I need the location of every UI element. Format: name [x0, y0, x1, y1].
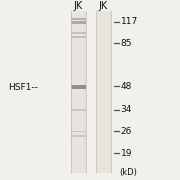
Bar: [71, 21, 86, 24]
Text: 85: 85: [121, 39, 132, 48]
Bar: [71, 11, 86, 173]
Text: (kD): (kD): [119, 168, 137, 177]
Bar: [71, 36, 86, 38]
Text: 34: 34: [121, 105, 132, 114]
Bar: [72, 11, 84, 173]
Bar: [71, 32, 86, 34]
Bar: [97, 11, 110, 173]
Text: JK: JK: [74, 1, 83, 11]
Text: 48: 48: [121, 82, 132, 91]
Text: 117: 117: [121, 17, 138, 26]
Bar: [96, 11, 111, 173]
Bar: [71, 109, 86, 111]
Bar: [71, 135, 86, 137]
Text: 19: 19: [121, 148, 132, 158]
Text: JK: JK: [99, 1, 108, 11]
Text: 26: 26: [121, 127, 132, 136]
Bar: [71, 130, 86, 132]
Bar: [71, 86, 86, 89]
Bar: [71, 18, 86, 20]
Text: HSF1--: HSF1--: [8, 83, 38, 92]
